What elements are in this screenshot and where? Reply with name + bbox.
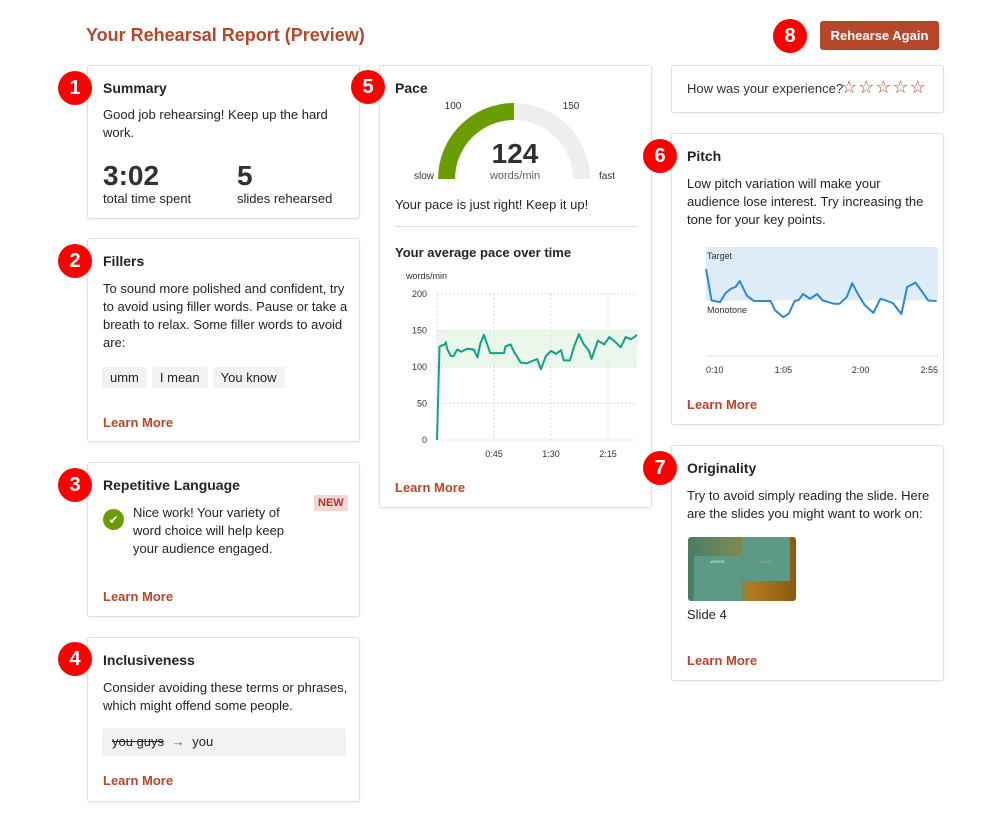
number-badge: 2 <box>58 244 92 278</box>
y-tick-label: 150 <box>412 326 427 336</box>
pitch-card: Pitch Low pitch variation will make your… <box>671 133 944 425</box>
gauge-label-high: 150 <box>563 101 580 112</box>
divider <box>395 226 638 227</box>
repetitive-title: Repetitive Language <box>103 477 240 493</box>
target-band <box>706 247 938 301</box>
x-tick-label: 2:00 <box>852 365 870 375</box>
repetitive-learn-more-link[interactable]: Learn More <box>103 589 174 604</box>
gauge-fill <box>438 103 514 179</box>
filler-chip: I mean <box>151 367 208 388</box>
rating-card: How was your experience? ☆☆☆☆☆ <box>671 65 944 113</box>
check-circle-icon: ✔ <box>103 509 124 530</box>
originality-text: Try to avoid simply reading the slide. H… <box>687 488 930 521</box>
thumb-right-box: GOLD <box>742 537 790 581</box>
gauge-label-fast: fast <box>599 171 615 182</box>
filler-chips: umm I mean You know <box>102 367 290 388</box>
y-tick-label: 200 <box>412 289 427 299</box>
slide-label: Slide 4 <box>687 607 727 622</box>
star-icon[interactable]: ☆ <box>841 77 858 97</box>
term-suggestion: you guys → you <box>102 728 346 756</box>
fillers-learn-more-link[interactable]: Learn More <box>103 415 174 430</box>
number-badge: 7 <box>643 451 677 485</box>
time-spent-value: 3:02 <box>103 160 160 191</box>
replacement-term: you <box>192 734 214 749</box>
y-tick-label: 0 <box>422 435 427 445</box>
star-icon[interactable]: ☆ <box>875 77 892 97</box>
fillers-card: Fillers To sound more polished and confi… <box>87 238 360 442</box>
x-tick-label: 0:45 <box>485 449 503 459</box>
pace-title: Pace <box>395 80 428 96</box>
thumb-left-box: WATER <box>694 556 741 601</box>
pitch-title: Pitch <box>687 148 722 164</box>
originality-card: Originality Try to avoid simply reading … <box>671 445 944 681</box>
gauge-value: 124 <box>492 138 539 169</box>
slides-label: slides rehearsed <box>237 191 333 206</box>
pace-chart-title: Your average pace over time <box>395 245 572 260</box>
inclusiveness-learn-more-link[interactable]: Learn More <box>103 773 174 788</box>
y-tick-label: 50 <box>417 399 427 409</box>
band-label-target: Target <box>707 251 733 261</box>
number-badge: 1 <box>58 71 92 105</box>
fillers-title: Fillers <box>103 253 145 269</box>
slide-4-thumbnail[interactable]: WATER GOLD <box>688 537 796 601</box>
fillers-text: To sound more polished and confident, tr… <box>103 281 348 350</box>
x-tick-label: 0:10 <box>706 365 724 375</box>
time-spent-label: total time spent <box>103 191 192 206</box>
x-tick-label: 1:30 <box>542 449 560 459</box>
star-icon[interactable]: ☆ <box>858 77 875 97</box>
flagged-term: you guys <box>112 734 165 749</box>
rehearse-again-button[interactable]: Rehearse Again <box>820 21 939 50</box>
number-badge: 3 <box>58 468 92 502</box>
summary-text: Good job rehearsing! Keep up the hard wo… <box>103 107 328 140</box>
gauge-label-slow: slow <box>414 171 435 182</box>
inclusiveness-text: Consider avoiding these terms or phrases… <box>103 680 348 713</box>
pitch-learn-more-link[interactable]: Learn More <box>687 397 758 412</box>
inclusiveness-title: Inclusiveness <box>103 652 195 668</box>
gauge-label-low: 100 <box>445 101 462 112</box>
star-icon[interactable]: ☆ <box>909 77 926 97</box>
y-axis-label: words/min <box>405 271 447 281</box>
pace-chart: words/min 0 50 100 150 200 0:45 1:30 2:15 <box>405 271 638 459</box>
new-badge: NEW <box>314 495 348 511</box>
originality-title: Originality <box>687 460 757 476</box>
pace-message: Your pace is just right! Keep it up! <box>395 197 589 212</box>
pace-card: Pace 100 150 slow fast 124 words/min You… <box>379 65 652 508</box>
pitch-text: Low pitch variation will make your audie… <box>687 176 924 227</box>
gauge-unit: words/min <box>489 170 540 182</box>
x-tick-label: 2:55 <box>920 365 938 375</box>
y-tick-label: 100 <box>412 362 427 372</box>
star-icon[interactable]: ☆ <box>892 77 909 97</box>
number-badge: 4 <box>58 642 92 676</box>
filler-chip: You know <box>212 367 285 388</box>
rating-question: How was your experience? <box>687 81 844 96</box>
summary-title: Summary <box>103 80 167 96</box>
x-tick-label: 1:05 <box>775 365 793 375</box>
number-badge: 8 <box>773 19 807 53</box>
arrow-right-icon: → <box>171 734 185 749</box>
repetitive-language-card: Repetitive Language NEW ✔ Nice work! You… <box>87 462 360 617</box>
inclusiveness-card: Inclusiveness Consider avoiding these te… <box>87 637 360 802</box>
repetitive-text: Nice work! Your variety of word choice w… <box>133 505 285 556</box>
x-tick-label: 2:15 <box>599 449 617 459</box>
page-title: Your Rehearsal Report (Preview) <box>86 25 365 45</box>
star-rating[interactable]: ☆☆☆☆☆ <box>840 77 926 98</box>
summary-card: Summary Good job rehearsing! Keep up the… <box>87 65 360 219</box>
pitch-line <box>705 268 937 319</box>
slides-value: 5 <box>237 160 253 191</box>
number-badge: 6 <box>643 139 677 173</box>
originality-learn-more-link[interactable]: Learn More <box>687 653 758 668</box>
pace-line <box>436 333 638 441</box>
pace-gauge: 100 150 slow fast 124 words/min <box>414 101 615 182</box>
number-badge: 5 <box>351 70 385 104</box>
filler-chip: umm <box>102 367 147 388</box>
band-label-monotone: Monotone <box>707 305 747 315</box>
pitch-chart: Target Monotone 0:10 1:05 2:00 2:55 <box>705 247 938 375</box>
pace-learn-more-link[interactable]: Learn More <box>395 480 466 495</box>
